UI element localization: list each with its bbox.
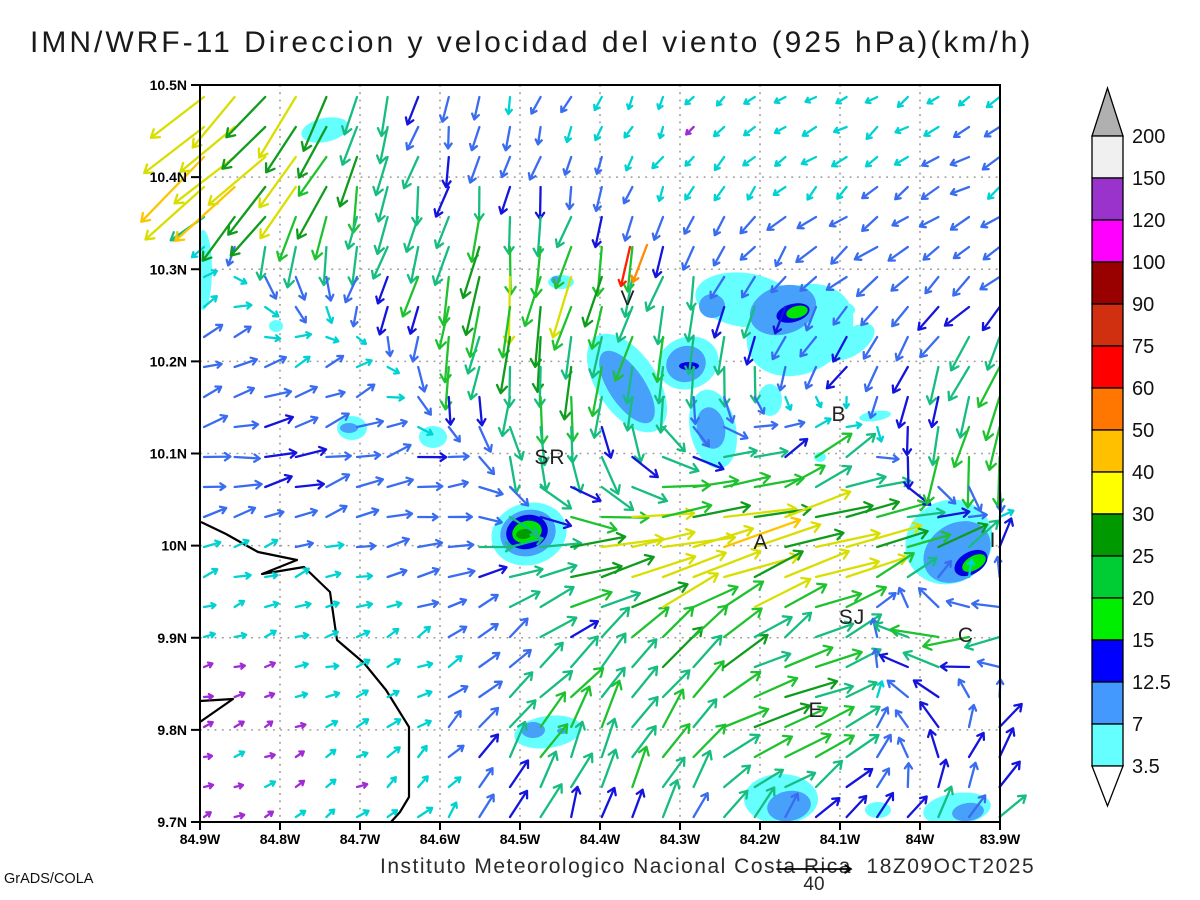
legend-label: 40 xyxy=(1132,462,1154,484)
legend-label: 100 xyxy=(1132,252,1165,274)
legend-label: 30 xyxy=(1132,504,1154,526)
reference-vector-arrow xyxy=(776,864,853,874)
y-axis-tick-label: 9.9N xyxy=(157,630,187,646)
coastline xyxy=(200,521,411,822)
legend-label: 15 xyxy=(1132,630,1154,652)
y-axis-tick-label: 10.4N xyxy=(150,169,187,185)
legend-label: 150 xyxy=(1132,168,1165,190)
chart-title: IMN/WRF-11 Direccion y velocidad del vie… xyxy=(30,26,1034,59)
y-axis-tick-label: 10.5N xyxy=(150,77,187,93)
x-axis-tick-label: 84W xyxy=(906,831,936,847)
x-axis-tick-label: 84.2W xyxy=(740,831,781,847)
grads-credit: GrADS/COLA xyxy=(4,871,94,887)
city-label-sr: SR xyxy=(534,446,565,469)
legend-label: 120 xyxy=(1132,210,1165,232)
y-axis-tick-label: 10.2N xyxy=(150,353,187,369)
city-label-b: B xyxy=(831,403,846,426)
x-axis-tick-label: 84.9W xyxy=(180,831,221,847)
x-axis-tick-label: 84.3W xyxy=(660,831,701,847)
legend-label: 60 xyxy=(1132,378,1154,400)
y-axis-tick-label: 9.7N xyxy=(157,814,187,830)
y-axis-tick-label: 10N xyxy=(161,538,187,554)
city-label-c: C xyxy=(958,624,974,647)
x-axis-tick-label: 84.7W xyxy=(340,831,381,847)
reference-vector-value: 40 xyxy=(803,874,825,895)
wind-vector-layer xyxy=(140,95,1027,820)
x-axis-tick-label: 83.9W xyxy=(980,831,1021,847)
city-label-e: E xyxy=(808,699,823,722)
gridlines xyxy=(200,85,1000,822)
legend-label: 3.5 xyxy=(1132,756,1160,778)
x-axis-tick-label: 84.1W xyxy=(820,831,861,847)
x-axis-tick-label: 84.5W xyxy=(500,831,541,847)
y-axis-tick-label: 10.1N xyxy=(150,446,187,462)
legend-label: 12.5 xyxy=(1132,672,1171,694)
legend-label: 20 xyxy=(1132,588,1154,610)
caption-text: Instituto Meteorologico Nacional Costa R… xyxy=(380,855,1036,878)
legend-over-arrow xyxy=(1091,85,1124,137)
legend-label: 7 xyxy=(1132,714,1143,736)
legend-under-arrow xyxy=(1091,765,1124,808)
city-label-sj: SJ xyxy=(839,606,866,629)
city-label-a: A xyxy=(753,531,768,554)
city-label-v: V xyxy=(620,287,635,310)
colorbar-legend: 200 150 120 100 90 75 60 50 40 30 25 20 15 12.5 7 3.5 xyxy=(1091,85,1171,808)
x-axis-tick-label: 84.6W xyxy=(420,831,461,847)
axes: 84.9W 84.8W 84.7W 84.6W 84.5W 84.4W 84.3W 84.2W… xyxy=(150,77,1021,847)
legend-label: 25 xyxy=(1132,546,1154,568)
legend-label: 50 xyxy=(1132,420,1154,442)
city-label-i: I xyxy=(990,529,997,552)
legend-label: 200 xyxy=(1132,126,1165,148)
y-axis-tick-label: 10.3N xyxy=(150,261,187,277)
city-labels: V B SR A SJ C E I xyxy=(534,287,997,722)
legend-label: 75 xyxy=(1132,336,1154,358)
x-axis-tick-label: 84.4W xyxy=(580,831,621,847)
y-axis-tick-label: 9.8N xyxy=(157,722,187,738)
legend-label: 90 xyxy=(1132,294,1154,316)
x-axis-tick-label: 84.8W xyxy=(260,831,301,847)
